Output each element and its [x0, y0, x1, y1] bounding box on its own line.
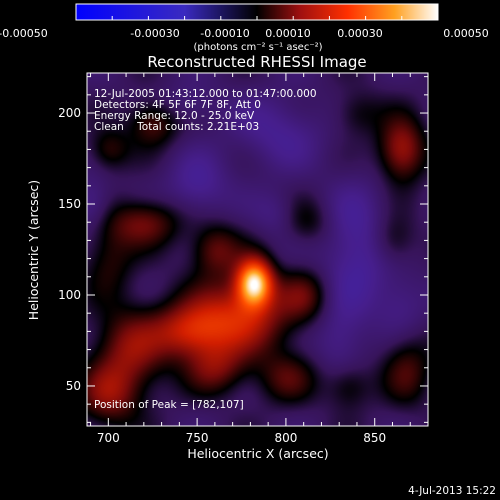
y-tick-label: 200 [58, 106, 81, 120]
x-tick-label: 800 [274, 431, 297, 445]
peak-label: Position of Peak = [782,107] [94, 399, 244, 411]
colorbar-tick-label: -0.00030 [130, 27, 179, 40]
x-tick-label: 700 [97, 431, 120, 445]
colorbar-units: (photons cm⁻² s⁻¹ asec⁻²) [193, 42, 322, 53]
y-tick-label: 100 [58, 288, 81, 302]
annotation-time: 12-Jul-2005 01:43:12.000 to 01:47:00.000 [94, 88, 317, 100]
colorbar-tick-label: 0.00030 [337, 27, 383, 40]
annotation-counts: Clean Total counts: 2.21E+03 [94, 121, 259, 133]
colorbar-ticks [75, 16, 439, 20]
x-tick-label: 850 [363, 431, 386, 445]
footer-date: 4-Jul-2013 15:22 [408, 485, 496, 497]
colorbar-tick-label: -0.00050 [0, 27, 48, 40]
colorbar-tick-label: -0.00010 [200, 27, 249, 40]
x-tick-label: 750 [186, 431, 209, 445]
colorbar-tick-label: 0.00050 [443, 27, 489, 40]
y-tick-label: 50 [66, 379, 81, 393]
axis-ticks: 700 750 800 850 50 100 150 200 [58, 73, 429, 445]
colorbar-tick-label: 0.00010 [265, 27, 311, 40]
y-tick-label: 150 [58, 197, 81, 211]
y-axis-title: Heliocentric Y (arcsec) [26, 180, 41, 320]
annotation-energy: Energy Range: 12.0 - 25.0 keV [94, 110, 255, 122]
annotation-detectors: Detectors: 4F 5F 6F 7F 8F, Att 0 [94, 99, 261, 111]
chart-title: Reconstructed RHESSI Image [147, 53, 366, 71]
heatmap-image [87, 73, 428, 426]
x-axis-title: Heliocentric X (arcsec) [187, 446, 328, 461]
plot-frame [86, 72, 429, 427]
